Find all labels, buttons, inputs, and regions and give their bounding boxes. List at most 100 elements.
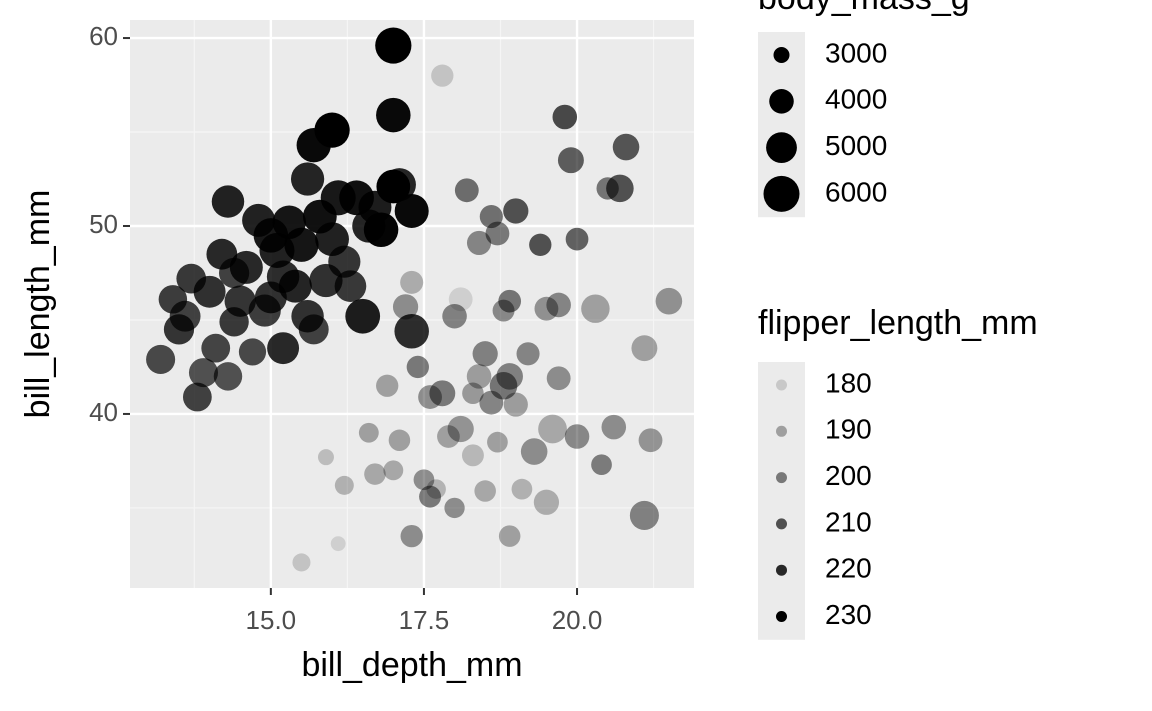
point	[375, 27, 412, 64]
point	[267, 332, 300, 365]
point	[516, 342, 540, 366]
point	[418, 385, 442, 409]
point	[454, 178, 479, 203]
legend-label: 6000	[825, 176, 887, 207]
point	[552, 104, 578, 130]
point	[487, 431, 508, 453]
point	[426, 479, 446, 499]
point	[546, 366, 571, 391]
point	[400, 524, 423, 548]
point	[496, 363, 523, 390]
point	[472, 341, 498, 367]
point	[437, 425, 460, 448]
point	[498, 289, 522, 313]
point	[534, 296, 559, 321]
point	[383, 460, 404, 481]
x-tick-label: 15.0	[246, 605, 297, 635]
point	[461, 444, 484, 467]
legend-title: body_mass_g	[758, 0, 970, 17]
x-tick-label: 20.0	[552, 605, 603, 635]
point	[581, 294, 610, 323]
point	[511, 478, 533, 500]
point	[394, 313, 429, 349]
point	[444, 497, 465, 519]
point	[211, 185, 245, 218]
point	[601, 414, 627, 440]
point	[169, 300, 201, 332]
point	[629, 500, 659, 530]
point	[376, 374, 399, 397]
point	[218, 257, 250, 289]
point	[431, 64, 454, 87]
y-axis-title: bill_length_mm	[19, 190, 57, 419]
point	[419, 485, 442, 508]
y-tick-label: 40	[89, 397, 118, 427]
point	[557, 147, 584, 174]
point	[193, 275, 226, 308]
point	[345, 298, 381, 334]
point	[201, 333, 231, 363]
legend-key	[776, 518, 787, 530]
point	[448, 287, 473, 312]
point	[529, 233, 552, 256]
legend-key	[769, 89, 794, 114]
x-tick-label: 17.5	[399, 605, 450, 635]
point	[631, 335, 658, 362]
legend-label: 4000	[825, 84, 887, 115]
point	[292, 553, 311, 572]
point	[606, 174, 634, 203]
legend-key	[776, 425, 787, 437]
point	[474, 480, 496, 502]
point	[182, 382, 212, 412]
point	[462, 382, 484, 405]
point	[278, 269, 312, 303]
point	[188, 358, 219, 388]
point	[290, 162, 325, 196]
legend-label: 180	[825, 367, 872, 398]
point	[466, 230, 492, 256]
point	[638, 428, 663, 453]
point	[238, 338, 267, 366]
point	[479, 205, 503, 229]
legend-label: 190	[825, 414, 872, 445]
point	[520, 438, 548, 465]
legend-label: 210	[825, 506, 872, 537]
point	[392, 294, 419, 320]
point	[314, 112, 350, 148]
legend-key	[776, 611, 787, 622]
y-tick-label: 60	[89, 21, 118, 51]
legend-key	[776, 379, 787, 391]
legend-label: 3000	[825, 37, 887, 68]
legend-key	[773, 47, 790, 63]
point	[330, 536, 346, 552]
point	[503, 392, 528, 417]
point	[489, 371, 518, 400]
point	[442, 303, 467, 329]
point	[538, 414, 567, 444]
point	[328, 245, 361, 278]
point	[334, 475, 354, 495]
legend-label: 230	[825, 599, 872, 630]
point	[447, 415, 474, 443]
point	[394, 193, 429, 228]
x-axis-title: bill_depth_mm	[301, 646, 522, 684]
point	[358, 422, 379, 443]
legend-label: 5000	[825, 130, 887, 161]
point	[655, 287, 683, 315]
point	[213, 362, 243, 391]
point	[224, 285, 256, 317]
point	[298, 314, 329, 345]
legend-key	[776, 564, 787, 576]
point	[503, 198, 529, 224]
point	[565, 227, 589, 251]
point	[498, 525, 521, 547]
point	[429, 380, 456, 407]
y-tick-label: 50	[89, 209, 118, 239]
legend-key-bg	[758, 362, 805, 640]
point	[406, 355, 429, 379]
point	[564, 424, 590, 449]
legend-label: 220	[825, 553, 872, 584]
panel	[130, 20, 694, 588]
point	[546, 292, 571, 318]
